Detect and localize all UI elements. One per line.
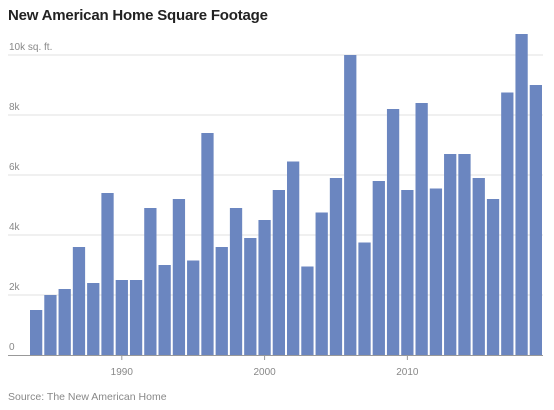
bar xyxy=(172,199,186,355)
y-tick-label: 4k xyxy=(9,222,21,233)
bar xyxy=(444,154,457,355)
bar xyxy=(344,55,357,355)
axes: 0 2k 4k 6k 8k 10k sq. ft. 1990 2000 2010 xyxy=(8,42,543,378)
bar xyxy=(472,178,485,355)
source-note: Source: The New American Home xyxy=(8,391,167,403)
bar xyxy=(201,133,214,355)
bar xyxy=(158,265,171,355)
bar xyxy=(386,109,400,355)
bar xyxy=(187,260,200,355)
bar xyxy=(401,190,414,355)
chart-title: New American Home Square Footage xyxy=(8,7,268,24)
x-tick-label: 2010 xyxy=(396,367,419,378)
x-tick-label: 1990 xyxy=(111,367,134,378)
bar xyxy=(429,188,443,355)
bar xyxy=(315,212,328,355)
bar xyxy=(501,92,514,355)
bar xyxy=(515,34,528,355)
bar xyxy=(329,178,343,355)
bar xyxy=(244,238,257,355)
bar xyxy=(258,220,271,355)
bar xyxy=(215,247,228,355)
bar xyxy=(301,266,314,355)
bar xyxy=(287,161,300,355)
bar xyxy=(529,85,542,355)
bars xyxy=(30,34,542,355)
bar xyxy=(415,103,428,355)
y-tick-label: 8k xyxy=(9,102,21,113)
bar xyxy=(44,295,57,355)
y-tick-label: 2k xyxy=(9,282,21,293)
y-tick-label: 10k sq. ft. xyxy=(9,42,52,53)
y-tick-label: 6k xyxy=(9,162,21,173)
bar xyxy=(58,289,71,355)
bar xyxy=(101,193,114,355)
x-tick-label: 2000 xyxy=(253,367,276,378)
bar xyxy=(372,181,385,355)
bar xyxy=(115,280,128,355)
bar xyxy=(458,154,471,355)
bar xyxy=(272,190,285,355)
bar xyxy=(30,310,43,355)
bar xyxy=(144,208,157,355)
bar xyxy=(229,208,243,355)
y-tick-label: 0 xyxy=(9,342,15,353)
bar xyxy=(358,242,371,355)
bar xyxy=(129,280,143,355)
bar xyxy=(87,283,100,355)
bar xyxy=(72,247,86,355)
bar xyxy=(486,199,500,355)
